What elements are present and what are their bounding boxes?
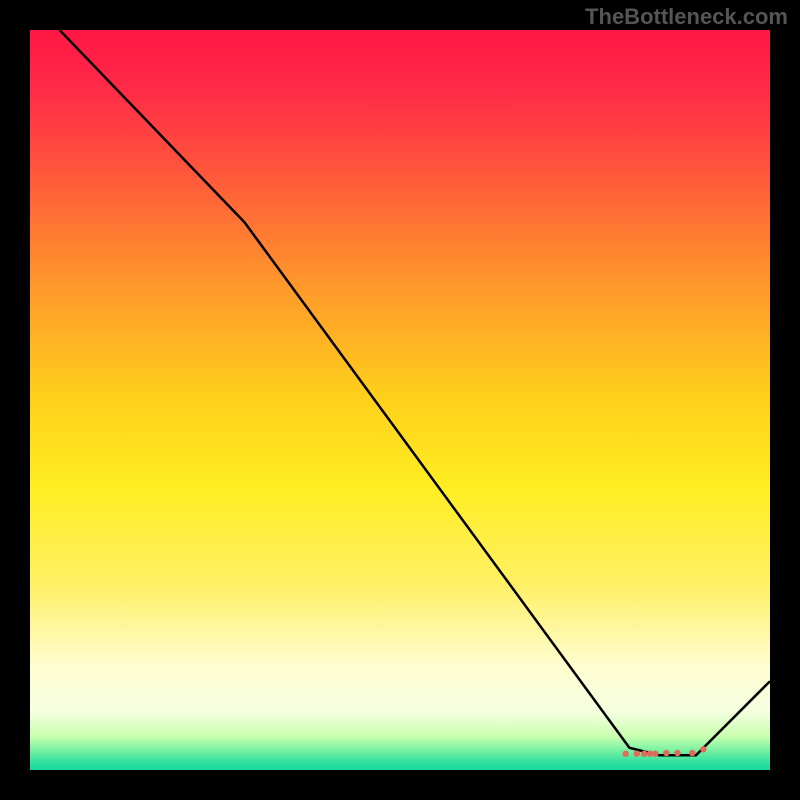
- data-point-marker: [663, 750, 669, 756]
- bottleneck-curve: [60, 30, 770, 755]
- data-point-marker: [689, 750, 695, 756]
- watermark-text: TheBottleneck.com: [585, 4, 788, 30]
- data-point-marker: [674, 750, 680, 756]
- data-point-marker: [634, 751, 640, 757]
- data-point-marker: [652, 751, 658, 757]
- curve-layer: [30, 30, 770, 770]
- data-point-marker: [641, 751, 647, 757]
- data-point-marker: [623, 751, 629, 757]
- plot-area: [30, 30, 770, 770]
- data-point-marker: [700, 746, 706, 752]
